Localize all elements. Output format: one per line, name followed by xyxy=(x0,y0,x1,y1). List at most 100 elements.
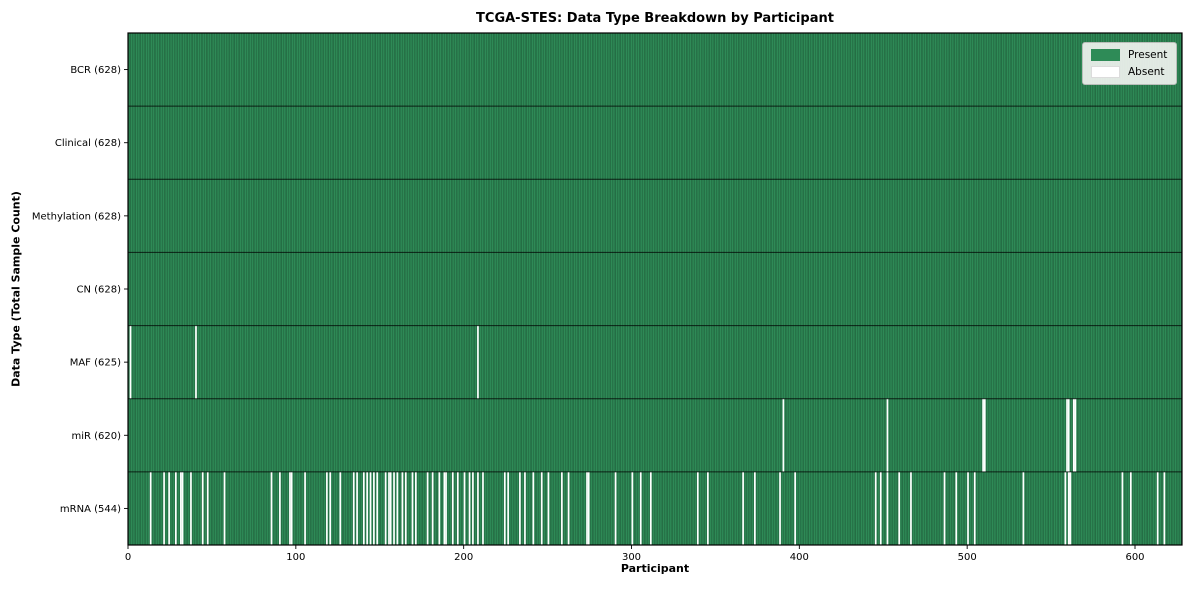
absent-bar-mRNA xyxy=(1069,471,1072,545)
absent-bar-mRNA xyxy=(404,471,407,545)
absent-bar-mRNA xyxy=(567,471,570,545)
absent-bar-miR xyxy=(1074,398,1077,472)
absent-bar-MAF xyxy=(129,325,132,399)
legend-entry-present: Present xyxy=(1091,49,1167,61)
absent-bar-mRNA xyxy=(376,471,379,545)
absent-bar-miR xyxy=(1067,398,1070,472)
absent-bar-mRNA xyxy=(754,471,756,545)
absent-bar-mRNA xyxy=(477,471,479,545)
x-tick-label: 200 xyxy=(454,552,473,563)
y-tick-label-Methylation: Methylation (628) xyxy=(32,211,121,222)
absent-bar-mRNA xyxy=(445,471,447,545)
legend: Present Absent xyxy=(1082,42,1178,85)
x-tick-label: 300 xyxy=(622,552,641,563)
legend-label-absent: Absent xyxy=(1128,65,1165,78)
y-tick-label-miR: miR (620) xyxy=(71,431,121,442)
x-tick-label: 100 xyxy=(286,552,305,563)
absent-bar-mRNA xyxy=(289,471,291,545)
absent-bar-mRNA xyxy=(955,471,958,545)
absent-bar-mRNA xyxy=(507,471,509,545)
absent-bar-miR xyxy=(983,398,986,472)
absent-bar-mRNA xyxy=(639,471,642,545)
absent-bar-MAF xyxy=(477,325,479,399)
absent-bar-mRNA xyxy=(190,471,192,545)
absent-bar-mRNA xyxy=(326,471,328,545)
absent-bar-mRNA xyxy=(707,471,709,545)
absent-bar-mRNA xyxy=(396,471,399,545)
absent-bar-mRNA xyxy=(174,471,177,545)
present-field xyxy=(128,33,1182,545)
legend-entry-absent: Absent xyxy=(1091,66,1167,78)
absent-bar-mRNA xyxy=(401,471,404,545)
absent-bar-miR xyxy=(1066,398,1068,472)
absent-bar-mRNA xyxy=(943,471,946,545)
x-tick-label: 600 xyxy=(1125,552,1144,563)
absent-bar-mRNA xyxy=(532,471,535,545)
y-tick-label-MAF: MAF (625) xyxy=(70,358,121,369)
absent-bar-mRNA xyxy=(223,471,226,545)
absent-bar-mRNA xyxy=(910,471,912,545)
absent-bar-mRNA xyxy=(329,471,332,545)
absent-bar-mRNA xyxy=(614,471,617,545)
absent-bar-mRNA xyxy=(389,471,392,545)
absent-bar-mRNA xyxy=(587,471,590,545)
x-tick-label: 400 xyxy=(790,552,809,563)
absent-swatch xyxy=(1091,66,1120,78)
absent-bar-mRNA xyxy=(1163,471,1166,545)
absent-bar-mRNA xyxy=(1129,471,1132,545)
absent-bar-mRNA xyxy=(352,471,355,545)
absent-bar-miR xyxy=(886,398,889,472)
absent-bar-mRNA xyxy=(540,471,543,545)
absent-bar-mRNA xyxy=(393,471,395,545)
x-tick-label: 500 xyxy=(958,552,977,563)
absent-bar-mRNA xyxy=(438,471,441,545)
absent-bar-mRNA xyxy=(898,471,901,545)
absent-bar-mRNA xyxy=(649,471,652,545)
absent-bar-mRNA xyxy=(388,471,390,545)
absent-bar-mRNA xyxy=(456,471,459,545)
absent-bar-mRNA xyxy=(356,471,358,545)
absent-bar-mRNA xyxy=(561,471,563,545)
y-tick-label-Clinical: Clinical (628) xyxy=(55,138,121,149)
absent-bar-mRNA xyxy=(696,471,699,545)
absent-bar-mRNA xyxy=(426,471,429,545)
absent-bar-miR xyxy=(982,398,984,472)
absent-bar-mRNA xyxy=(973,471,976,545)
absent-bar-mRNA xyxy=(472,471,474,545)
absent-bar-mRNA xyxy=(879,471,882,545)
absent-bar-miR xyxy=(782,398,785,472)
absent-bar-mRNA xyxy=(524,471,526,545)
absent-bar-mRNA xyxy=(886,471,889,545)
absent-bar-MAF xyxy=(195,325,197,399)
absent-bar-mRNA xyxy=(779,471,781,545)
absent-bar-mRNA xyxy=(586,471,588,545)
absent-bar-mRNA xyxy=(547,471,550,545)
absent-bar-mRNA xyxy=(1022,471,1025,545)
absent-bar-mRNA xyxy=(1064,471,1067,545)
y-tick-label-CN: CN (628) xyxy=(76,285,121,296)
x-tick-label: 0 xyxy=(125,552,131,563)
chart-title: TCGA-STES: Data Type Breakdown by Partic… xyxy=(476,11,834,26)
absent-bar-mRNA xyxy=(414,471,417,545)
absent-bar-miR xyxy=(1072,398,1075,472)
absent-bar-mRNA xyxy=(362,471,365,545)
absent-bar-mRNA xyxy=(270,471,273,545)
absent-bar-mRNA xyxy=(163,471,165,545)
absent-bar-mRNA xyxy=(366,471,369,545)
absent-bar-mRNA xyxy=(431,471,434,545)
absent-bar-mRNA xyxy=(279,471,281,545)
absent-bar-mRNA xyxy=(411,471,414,545)
absent-bar-mRNA xyxy=(373,471,375,545)
absent-bar-mRNA xyxy=(1156,471,1159,545)
absent-bar-mRNA xyxy=(369,471,372,545)
absent-bar-mRNA xyxy=(339,471,342,545)
absent-bar-mRNA xyxy=(463,471,466,545)
x-axis-title: Participant xyxy=(620,562,690,575)
y-tick-label-BCR: BCR (628) xyxy=(70,65,121,76)
legend-label-present: Present xyxy=(1128,48,1168,61)
absent-bar-mRNA xyxy=(443,471,446,545)
absent-bar-mRNA xyxy=(290,471,293,545)
y-axis-title: Data Type (Total Sample Count) xyxy=(9,191,23,387)
